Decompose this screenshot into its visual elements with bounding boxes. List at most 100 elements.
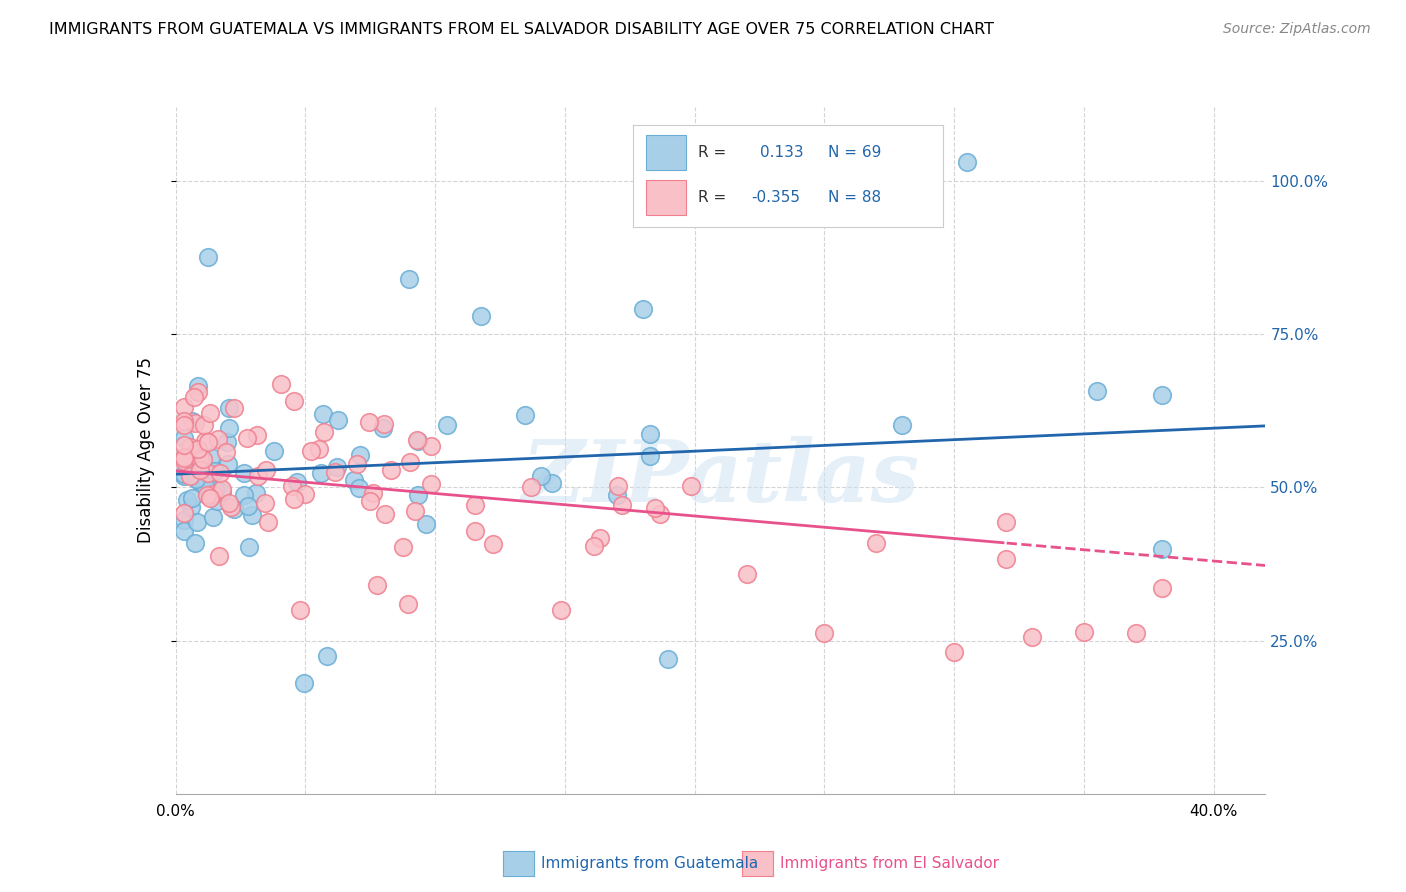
Text: Immigrants from Guatemala: Immigrants from Guatemala [540, 856, 758, 871]
Point [238, 540, 260, 554]
Point [197, 467, 219, 481]
Point [218, 496, 240, 510]
Point [644, 501, 666, 516]
Bar [645, 180, 686, 215]
Point [392, 540, 415, 554]
Point [470, 309, 492, 323]
Point [891, 418, 914, 433]
Point [186, 452, 208, 467]
Point [173, 506, 195, 520]
Point [482, 537, 505, 551]
Point [184, 472, 207, 486]
Point [188, 451, 211, 466]
Point [371, 421, 394, 435]
Point [316, 648, 339, 663]
Point [326, 460, 349, 475]
Point [607, 479, 630, 493]
Point [294, 676, 316, 690]
Point [813, 626, 835, 640]
Point [217, 457, 239, 471]
Point [943, 645, 966, 659]
Point [406, 433, 429, 447]
Point [184, 416, 207, 430]
Point [187, 462, 209, 476]
Point [204, 465, 226, 479]
Point [323, 465, 346, 479]
Point [173, 513, 195, 527]
Point [180, 443, 202, 458]
Point [1125, 625, 1147, 640]
Point [735, 566, 758, 581]
Point [200, 450, 222, 464]
Point [464, 524, 486, 539]
Text: R =: R = [699, 190, 727, 205]
Point [347, 482, 370, 496]
Point [1150, 542, 1173, 557]
Point [173, 454, 195, 468]
Point [283, 492, 305, 507]
Point [519, 480, 541, 494]
Point [398, 271, 420, 285]
Point [197, 488, 219, 502]
Point [200, 406, 222, 420]
Point [219, 500, 242, 514]
Point [245, 486, 267, 500]
Point [420, 439, 443, 453]
Point [211, 482, 233, 496]
Text: R =: R = [699, 145, 727, 160]
Point [290, 603, 312, 617]
Point [205, 494, 228, 508]
Point [181, 491, 204, 505]
Point [187, 379, 209, 393]
Point [173, 524, 195, 539]
Point [640, 427, 662, 442]
Point [865, 536, 887, 550]
Point [188, 474, 211, 488]
Point [187, 442, 209, 456]
Point [233, 466, 256, 480]
Point [194, 479, 217, 493]
Point [186, 515, 208, 529]
Point [190, 463, 212, 477]
Point [184, 536, 207, 550]
Point [657, 652, 679, 666]
Point [263, 443, 285, 458]
Point [606, 488, 628, 502]
Text: Source: ZipAtlas.com: Source: ZipAtlas.com [1223, 22, 1371, 37]
Bar [645, 136, 686, 170]
Point [204, 483, 226, 498]
Point [956, 155, 979, 169]
Point [173, 450, 195, 464]
Point [222, 401, 245, 416]
Text: Immigrants from El Salvador: Immigrants from El Salvador [780, 856, 1000, 871]
Point [294, 487, 316, 501]
Point [396, 597, 419, 611]
Point [191, 452, 214, 467]
Point [346, 458, 368, 472]
Point [222, 502, 245, 516]
Point [1150, 388, 1173, 402]
Point [638, 449, 661, 463]
Point [283, 394, 305, 409]
Text: N = 88: N = 88 [828, 190, 882, 205]
Point [187, 385, 209, 400]
Text: 0.133: 0.133 [761, 145, 804, 160]
Point [240, 508, 263, 522]
Point [236, 432, 259, 446]
Y-axis label: Disability Age Over 75: Disability Age Over 75 [136, 358, 155, 543]
Point [285, 475, 308, 490]
Text: IMMIGRANTS FROM GUATEMALA VS IMMIGRANTS FROM EL SALVADOR DISABILITY AGE OVER 75 : IMMIGRANTS FROM GUATEMALA VS IMMIGRANTS … [49, 22, 994, 37]
Point [209, 467, 232, 481]
Point [1085, 384, 1108, 398]
Point [343, 473, 366, 487]
Point [314, 425, 336, 439]
Point [183, 390, 205, 404]
Point [246, 428, 269, 442]
Point [247, 469, 270, 483]
Point [187, 445, 209, 459]
Text: ZIPatlas: ZIPatlas [522, 436, 920, 520]
Point [589, 531, 612, 545]
Point [436, 418, 458, 433]
Point [994, 551, 1017, 566]
Point [179, 440, 201, 454]
